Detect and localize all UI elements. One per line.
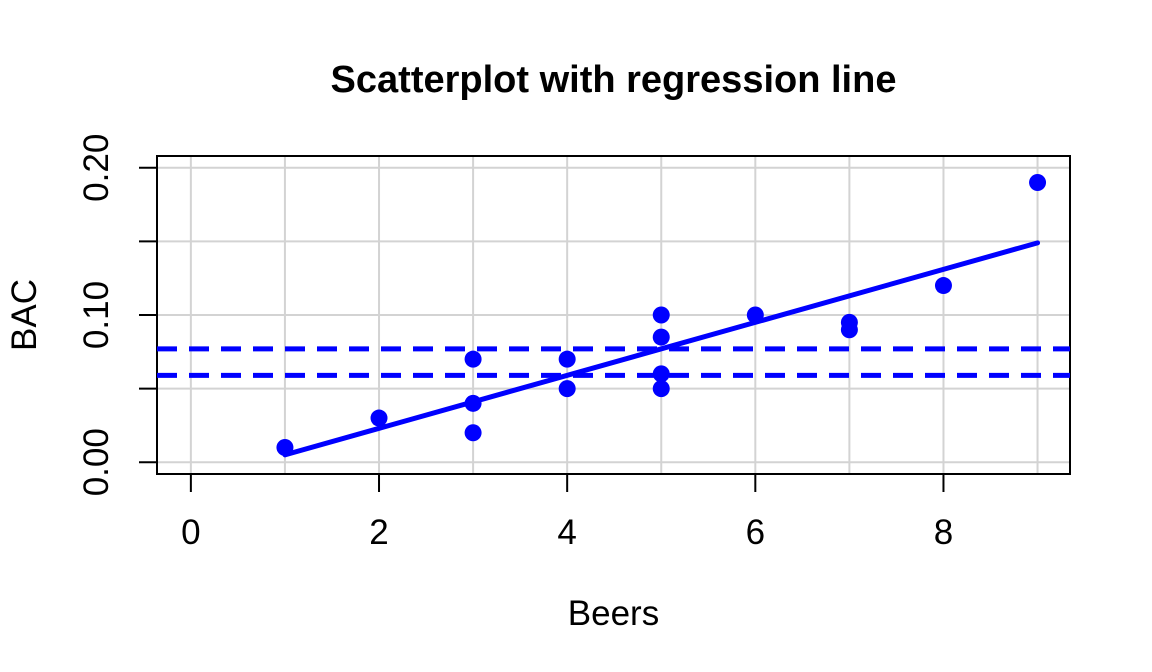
x-axis-label: Beers — [568, 594, 659, 633]
data-point — [370, 409, 388, 427]
x-tick-label: 6 — [746, 513, 765, 552]
chart-title: Scatterplot with regression line — [331, 59, 897, 101]
data-point — [652, 306, 670, 324]
data-point — [652, 380, 670, 398]
regression-line-segment — [282, 240, 1041, 458]
data-point — [464, 394, 482, 412]
data-point — [464, 350, 482, 368]
data-point — [464, 424, 482, 442]
data-point — [276, 439, 294, 456]
y-tick-label: 0.10 — [77, 281, 116, 349]
dashed-reference-lines — [157, 346, 1070, 378]
axis-ticks — [139, 166, 945, 492]
data-point — [652, 365, 670, 383]
regression-line — [282, 240, 1041, 458]
y-tick-label: 0.20 — [77, 134, 116, 202]
data-point — [746, 306, 764, 324]
scatter-points — [276, 174, 1047, 456]
x-tick-label: 4 — [557, 513, 576, 552]
x-tick-label: 0 — [181, 513, 200, 552]
y-tick-label: 0.00 — [77, 428, 116, 496]
data-point — [840, 313, 858, 331]
data-point — [934, 277, 952, 295]
x-tick-label: 2 — [369, 513, 388, 552]
data-point — [1029, 174, 1047, 191]
grid-lines — [157, 156, 1070, 474]
axis-tick-labels: 0 2 4 6 8 0.00 0.10 0.20 — [77, 134, 953, 552]
x-tick-label: 8 — [934, 513, 953, 552]
data-point — [652, 328, 670, 346]
y-axis-label: BAC — [5, 279, 44, 351]
data-point — [558, 380, 576, 398]
data-point — [558, 350, 576, 368]
